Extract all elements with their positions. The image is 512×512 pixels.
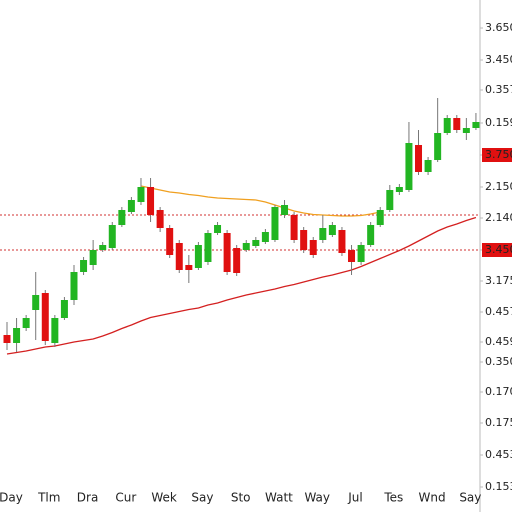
y-tick-label: 3.450 — [485, 53, 512, 66]
candle-body — [424, 160, 432, 172]
candle-body — [386, 190, 394, 210]
candle-body — [214, 225, 222, 233]
y-tick-label: 0.175 — [485, 416, 512, 429]
candle-body — [261, 232, 269, 242]
candle-body — [137, 187, 145, 202]
y-tick-label: 0.453 — [485, 448, 512, 461]
x-tick-label: Dra — [77, 491, 99, 505]
moving-average-line — [6, 216, 477, 355]
candle-body — [156, 210, 164, 228]
candle-body — [319, 228, 327, 240]
candle-body — [127, 200, 135, 212]
candle-body — [271, 207, 279, 240]
candle-body — [376, 210, 384, 225]
candle-body — [462, 128, 470, 133]
candle-body — [395, 187, 403, 192]
candle-body — [204, 233, 212, 262]
y-tick-label: 3.750 — [485, 148, 512, 161]
candle-body — [281, 205, 289, 215]
x-tick-label: Watt — [265, 491, 293, 505]
y-tick-label: 0.159 — [485, 116, 512, 129]
y-tick-label: 2.150 — [485, 180, 512, 193]
candle-body — [242, 243, 250, 250]
candle-body — [367, 225, 375, 245]
candle-body — [32, 295, 40, 310]
tick-highlight — [482, 243, 512, 257]
candle-body — [290, 215, 298, 240]
y-tick-label: 2.140 — [485, 211, 512, 224]
y-tick-label: 0.170 — [485, 385, 512, 398]
x-tick-label: Sto — [231, 491, 251, 505]
y-tick-label: 0.457 — [485, 305, 512, 318]
candle-body — [348, 250, 356, 262]
candle-body — [472, 122, 480, 128]
candle-body — [175, 243, 183, 270]
x-tick-label: Tes — [383, 491, 403, 505]
candle-body — [233, 248, 241, 273]
candle-body — [338, 230, 346, 253]
candle-body — [415, 145, 423, 172]
candle-body — [300, 230, 308, 250]
candle-body — [147, 187, 155, 215]
candle-body — [194, 245, 202, 268]
y-tick-label: 0.357 — [485, 83, 512, 96]
y-tick-label: 3.650 — [485, 21, 512, 34]
candle-body — [108, 225, 116, 248]
candle-body — [434, 133, 442, 160]
y-tick-label: 0.350 — [485, 355, 512, 368]
x-tick-label: Day — [0, 491, 23, 505]
y-tick-label: 3.175 — [485, 274, 512, 287]
candle-body — [252, 240, 260, 246]
candle-body — [443, 118, 451, 133]
candle-body — [309, 240, 317, 255]
x-tick-label: Say — [459, 491, 481, 505]
candle-body — [13, 328, 21, 343]
x-tick-label: Wnd — [419, 491, 446, 505]
x-tick-label: Jul — [347, 491, 362, 505]
x-tick-label: Wek — [151, 491, 177, 505]
candle-body — [328, 225, 336, 235]
candle-body — [22, 318, 30, 328]
x-tick-label: Cur — [115, 491, 136, 505]
candle-body — [3, 335, 11, 343]
candle-body — [405, 143, 413, 190]
y-tick-label: 0.459 — [485, 335, 512, 348]
candle-body — [223, 233, 231, 272]
candle-body — [357, 245, 365, 262]
candle-body — [51, 318, 59, 343]
y-tick-label: 3.450 — [485, 243, 512, 256]
x-tick-label: Way — [304, 491, 330, 505]
candle-body — [166, 228, 174, 255]
candle-body — [99, 245, 107, 250]
candle-body — [80, 260, 88, 272]
moving-average-line — [140, 185, 381, 217]
candle-body — [453, 118, 461, 130]
x-tick-label: Tlm — [37, 491, 60, 505]
candle-body — [70, 272, 78, 300]
candle-body — [60, 300, 68, 318]
tick-highlight — [482, 148, 512, 162]
x-tick-label: Say — [191, 491, 213, 505]
candle-body — [185, 265, 193, 270]
y-tick-label: 0.153 — [485, 480, 512, 493]
candle-body — [89, 250, 97, 265]
candle-body — [41, 293, 49, 341]
candle-body — [118, 210, 126, 225]
